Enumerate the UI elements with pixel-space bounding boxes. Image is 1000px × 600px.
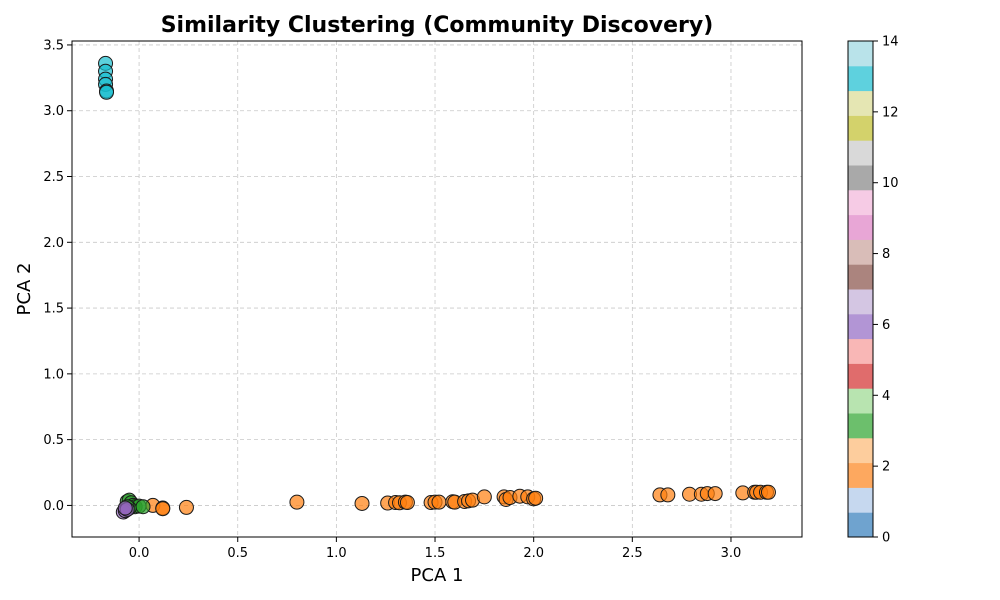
colorbar-segment xyxy=(848,264,873,290)
colorbar-frame xyxy=(847,40,874,538)
y-tick-label: 1.0 xyxy=(43,367,64,382)
colorbar-tick-label: 6 xyxy=(882,318,890,333)
colorbar-segment xyxy=(848,41,873,67)
colorbar-segment xyxy=(848,388,873,414)
data-point xyxy=(760,484,776,500)
data-point xyxy=(135,499,151,515)
colorbar-segment xyxy=(848,65,873,92)
y-tick-label: 3.5 xyxy=(43,38,64,53)
x-tick-label: 1.5 xyxy=(425,546,446,561)
colorbar-segment xyxy=(848,413,873,439)
data-point xyxy=(660,487,676,503)
colorbar-segment xyxy=(848,363,873,389)
colorbar-segment xyxy=(848,338,873,364)
colorbar-segment xyxy=(848,313,873,340)
colorbar-tick-label: 4 xyxy=(882,389,890,404)
y-axis-title: PCA 2 xyxy=(14,263,35,316)
plot-frame xyxy=(71,40,803,538)
colorbar-segment xyxy=(848,512,873,538)
colorbar-tick-label: 12 xyxy=(882,105,899,120)
colorbar-segment xyxy=(848,487,873,513)
colorbar-segment xyxy=(848,140,873,166)
data-point xyxy=(399,495,415,511)
x-tick-label: 3.0 xyxy=(721,546,742,561)
x-tick-label: 0.0 xyxy=(129,546,150,561)
y-tick-label: 3.0 xyxy=(43,104,64,119)
colorbar-segment xyxy=(848,189,873,216)
colorbar-segment xyxy=(848,462,873,488)
colorbar-tick-label: 14 xyxy=(882,35,899,50)
x-tick-label: 0.5 xyxy=(227,546,248,561)
colorbar-segment xyxy=(848,165,873,191)
colorbar-tick-label: 2 xyxy=(882,460,890,475)
chart-title: Similarity Clustering (Community Discove… xyxy=(161,13,714,38)
data-point xyxy=(431,494,447,510)
data-point xyxy=(155,501,171,517)
data-point xyxy=(528,490,544,506)
x-tick-label: 2.0 xyxy=(523,546,544,561)
colorbar-tick-label: 8 xyxy=(882,247,890,262)
y-tick-label: 0.0 xyxy=(43,499,64,514)
x-tick-label: 2.5 xyxy=(622,546,643,561)
colorbar-segment xyxy=(848,437,873,464)
colorbar: 0 2 4 6 8 10 12 14 xyxy=(847,35,899,546)
colorbar-segment xyxy=(848,115,873,141)
data-point xyxy=(289,494,305,510)
colorbar-tick-label: 10 xyxy=(882,176,899,191)
y-tick-label: 2.0 xyxy=(43,236,64,251)
colorbar-segment xyxy=(848,214,873,240)
colorbar-segment xyxy=(848,289,873,315)
colorbar-tick-label: 0 xyxy=(882,531,890,546)
y-tick-label: 1.5 xyxy=(43,302,64,317)
plot-area: 0.0 0.5 1.0 1.5 2.0 2.5 3.0 0.0 0.5 1.0 1.5 2.0 2.5 3… xyxy=(43,38,803,561)
data-point xyxy=(354,495,370,511)
data-point xyxy=(99,84,115,100)
colorbar-segment xyxy=(848,239,873,265)
data-point xyxy=(707,486,723,502)
x-tick-label: 1.0 xyxy=(326,546,347,561)
data-point xyxy=(178,499,194,515)
y-tick-label: 0.5 xyxy=(43,433,64,448)
x-axis-title: PCA 1 xyxy=(411,565,464,586)
y-tick-label: 2.5 xyxy=(43,170,64,185)
data-point xyxy=(117,500,133,516)
colorbar-segment xyxy=(848,90,873,116)
data-point xyxy=(476,489,492,505)
